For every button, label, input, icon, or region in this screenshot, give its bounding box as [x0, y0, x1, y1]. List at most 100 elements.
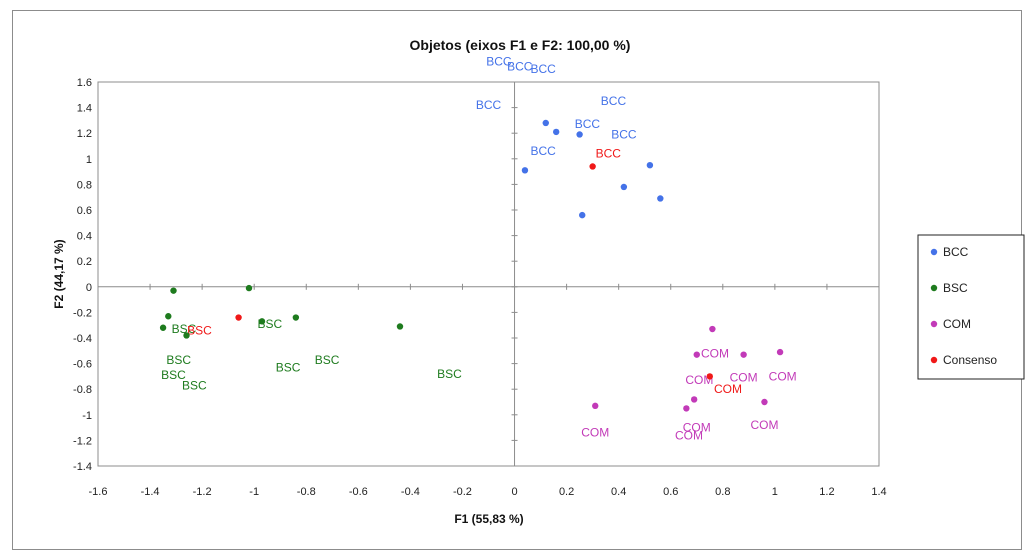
- legend-marker-bsc: [930, 284, 938, 292]
- point-bcc: [579, 211, 586, 219]
- point-label-com: COM: [675, 428, 703, 442]
- point-consenso: [235, 314, 242, 321]
- chart-title: Objetos (eixos F1 e F2: 100,00 %): [410, 37, 631, 53]
- x-tick-label: 1: [772, 486, 778, 498]
- point-label-bsc: BSC: [315, 353, 340, 367]
- y-tick-label: 1.6: [77, 77, 92, 89]
- point-com: [683, 405, 690, 412]
- legend: BCC BSC COM Consenso: [917, 234, 1025, 380]
- point-label-bcc: BCC: [530, 62, 556, 76]
- point-label-consenso: BSC: [187, 323, 212, 337]
- point-label-com: COM: [683, 421, 711, 435]
- plot-area: [97, 81, 880, 467]
- point-label-bcc: BCC: [611, 127, 637, 141]
- point-bsc: [258, 318, 266, 325]
- x-tick-label: 0: [511, 486, 517, 498]
- y-tick-label: 0: [86, 282, 92, 294]
- x-tick-label: -0.4: [401, 486, 420, 498]
- point-com: [740, 351, 747, 358]
- point-com: [592, 402, 599, 410]
- y-tick-label: 1.4: [77, 103, 92, 115]
- point-label-bsc: BSC: [172, 322, 197, 336]
- point-com: [690, 396, 698, 403]
- point-label-bcc: BCC: [476, 98, 502, 112]
- point-consenso: [589, 163, 596, 170]
- y-tick-label: 1.2: [77, 128, 92, 140]
- point-label-bsc: BSC: [161, 368, 186, 382]
- point-bcc: [552, 128, 560, 136]
- x-tick-label: 0.6: [663, 486, 678, 498]
- x-tick-label: -0.2: [453, 486, 472, 498]
- point-bsc: [396, 323, 404, 330]
- y-tick-label: -0.6: [73, 359, 92, 371]
- point-label-bsc: BSC: [166, 353, 191, 367]
- x-tick-label: 0.8: [715, 486, 730, 498]
- point-label-bcc: BCC: [507, 60, 533, 74]
- y-tick-label: -0.8: [73, 384, 92, 396]
- x-tick-label: -0.8: [297, 486, 316, 498]
- legend-label-bcc: BCC: [943, 245, 969, 259]
- point-bcc: [646, 162, 654, 169]
- point-label-bcc: BCC: [601, 94, 627, 108]
- y-tick-label: 0.6: [77, 205, 92, 217]
- y-tick-label: -0.4: [73, 333, 92, 345]
- x-tick-label: -1: [249, 486, 259, 498]
- point-label-com: COM: [581, 426, 609, 440]
- point-bcc: [521, 167, 529, 174]
- point-bsc: [292, 314, 300, 321]
- y-tick-label: -1.2: [73, 435, 92, 447]
- point-bcc: [657, 195, 664, 202]
- x-tick-label: 0.2: [559, 486, 574, 498]
- point-label-com: COM: [701, 346, 729, 360]
- legend-marker-bcc: [930, 248, 938, 256]
- point-bsc: [159, 324, 167, 331]
- legend-marker-consenso: [930, 356, 938, 364]
- legend-label-com: COM: [943, 317, 971, 331]
- point-label-bsc: BSC: [276, 360, 301, 374]
- point-com: [776, 348, 784, 356]
- point-com: [709, 325, 716, 333]
- point-label-bsc: BSC: [182, 378, 207, 392]
- point-bsc: [245, 284, 253, 292]
- data-points: [159, 119, 784, 412]
- point-label-bcc: BCC: [486, 55, 512, 69]
- x-tick-label: 0.4: [611, 486, 626, 498]
- x-tick-label: -1.6: [89, 486, 108, 498]
- point-label-bsc: BSC: [437, 367, 462, 381]
- point-bsc: [183, 332, 190, 339]
- point-label-consenso: COM: [714, 382, 742, 396]
- y-tick-label: 0.4: [77, 231, 92, 243]
- point-bsc: [170, 287, 177, 294]
- point-label-bcc: BCC: [530, 144, 556, 158]
- point-label-bcc: BCC: [575, 117, 601, 131]
- point-bsc: [165, 313, 172, 320]
- legend-box: [917, 234, 1025, 380]
- legend-marker-com: [930, 320, 938, 328]
- axes: -1.6 -1.4 -1.2 -1 -0.8 -0.6 -0.4 -0.2 0 0.2 0.4 0.6…: [73, 77, 887, 498]
- point-label-com: COM: [769, 369, 797, 383]
- x-tick-label: -1.4: [141, 486, 160, 498]
- point-com: [761, 398, 768, 406]
- y-tick-label: 0.8: [77, 179, 92, 191]
- point-bcc: [576, 131, 583, 138]
- y-tick-label: -0.2: [73, 307, 92, 319]
- point-bcc: [542, 119, 549, 127]
- y-axis-label: F2 (44,17 %): [52, 239, 66, 308]
- legend-label-bsc: BSC: [943, 281, 968, 295]
- x-tick-label: -1.2: [193, 486, 212, 498]
- point-consenso: [706, 373, 713, 380]
- y-tick-label: -1.4: [73, 461, 92, 473]
- point-label-com: COM: [730, 371, 758, 385]
- point-com: [693, 351, 700, 358]
- legend-label-consenso: Consenso: [943, 353, 997, 367]
- x-tick-label: -0.6: [349, 486, 368, 498]
- y-tick-label: 1: [86, 154, 92, 166]
- x-axis-label: F1 (55,83 %): [454, 512, 523, 526]
- point-label-com: COM: [685, 373, 713, 387]
- x-tick-label: 1.2: [819, 486, 834, 498]
- point-label-consenso: BCC: [596, 147, 622, 161]
- point-bcc: [620, 183, 628, 191]
- y-tick-label: 0.2: [77, 256, 92, 268]
